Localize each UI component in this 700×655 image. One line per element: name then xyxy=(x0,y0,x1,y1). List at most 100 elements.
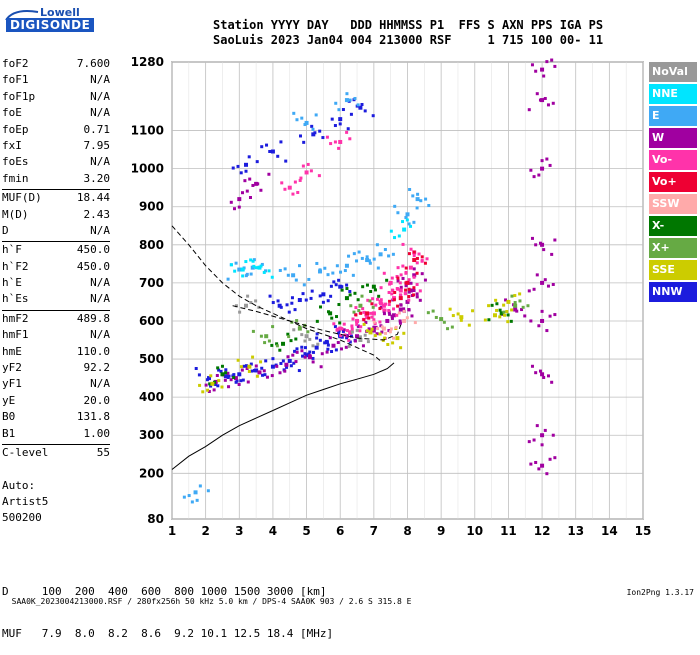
data-pixel xyxy=(278,348,282,352)
data-pixel xyxy=(401,264,405,268)
data-point-x- xyxy=(264,334,269,339)
data-pixel xyxy=(292,361,296,365)
data-point-nnw xyxy=(270,364,275,369)
param-row: foEp 0.71 xyxy=(2,123,110,139)
data-pixel xyxy=(345,287,349,291)
dashed-trace-curve xyxy=(171,225,381,362)
data-pixel xyxy=(363,109,367,113)
data-pixel xyxy=(247,369,251,373)
data-pixel xyxy=(294,337,298,341)
data-pixel xyxy=(345,130,349,134)
data-pixel xyxy=(396,276,400,280)
data-point-nnw xyxy=(207,376,212,381)
data-pixel xyxy=(357,325,361,329)
data-pixel xyxy=(402,307,406,311)
param-row: MUF(D) 18.44 xyxy=(2,191,110,207)
data-pixel xyxy=(261,373,265,377)
data-pixel xyxy=(420,258,424,262)
data-pixel xyxy=(396,304,400,308)
data-pixel xyxy=(227,385,231,389)
data-pixel xyxy=(344,345,348,349)
data-pixel xyxy=(551,282,555,286)
data-pixel xyxy=(336,341,340,345)
data-pixel xyxy=(404,266,408,270)
data-pixel xyxy=(407,298,411,302)
data-pixel xyxy=(279,140,283,144)
data-pixel xyxy=(307,277,311,281)
muf-distance-row: D 100 200 400 600 800 1000 1500 3000 [km… xyxy=(2,585,327,598)
data-pixel xyxy=(359,311,363,315)
data-pixel xyxy=(311,350,315,354)
y-tick-label: 80 xyxy=(147,512,164,526)
data-pixel xyxy=(291,353,295,357)
param-name: foF1 xyxy=(2,73,29,87)
data-pixel xyxy=(311,127,315,131)
data-pixel xyxy=(542,375,546,379)
data-pixel xyxy=(540,443,544,447)
data-pixel xyxy=(356,103,360,107)
data-pixel xyxy=(281,359,285,363)
data-pixel xyxy=(351,273,355,277)
data-pixel xyxy=(353,291,357,295)
data-pixel xyxy=(226,371,230,375)
data-pixel xyxy=(518,292,522,296)
data-pixel xyxy=(263,373,267,377)
data-pixel xyxy=(280,181,284,185)
data-pixel xyxy=(298,325,302,329)
legend-item-sse: SSE xyxy=(649,260,697,280)
data-pixel xyxy=(316,342,320,346)
data-pixel xyxy=(268,149,272,153)
data-point-e xyxy=(193,490,198,495)
data-pixel xyxy=(530,63,534,67)
data-pixel xyxy=(265,143,269,147)
legend-item-ssw: SSW xyxy=(649,194,697,214)
data-pixel xyxy=(309,169,313,173)
data-pixel xyxy=(255,160,259,164)
data-pixel xyxy=(371,297,375,301)
data-pixel xyxy=(398,321,402,325)
param-row: foE N/A xyxy=(2,106,110,122)
data-point-w xyxy=(408,288,413,293)
data-pixel xyxy=(224,368,228,372)
data-pixel xyxy=(374,303,378,307)
data-pixel xyxy=(407,278,411,282)
data-pixel xyxy=(407,295,411,299)
data-point-vo- xyxy=(408,265,413,270)
x-tick-label: 14 xyxy=(601,524,618,538)
data-pixel xyxy=(259,264,263,268)
data-pixel xyxy=(198,484,202,488)
data-pixel xyxy=(283,267,287,271)
data-pixel xyxy=(289,339,293,343)
data-pixel xyxy=(550,58,554,62)
data-pixel xyxy=(248,196,252,199)
data-pixel xyxy=(409,281,413,285)
data-pixel xyxy=(404,216,408,220)
data-pixel xyxy=(330,117,334,121)
data-pixel xyxy=(390,316,394,320)
data-pixel xyxy=(510,308,514,312)
param-value: N/A xyxy=(90,73,110,87)
param-name: D xyxy=(2,223,9,237)
data-pixel xyxy=(391,252,395,256)
data-point-nnw xyxy=(244,162,249,167)
data-pixel xyxy=(232,375,236,379)
data-pixel xyxy=(243,179,247,183)
param-value: N/A xyxy=(90,155,110,169)
data-pixel xyxy=(302,283,306,287)
data-pixel xyxy=(416,192,420,196)
data-pixel xyxy=(373,288,377,292)
data-pixel xyxy=(237,382,241,386)
data-pixel xyxy=(397,311,401,315)
header-line2: SaoLuis 2023 Jan04 004 213000 RSF 1 715 … xyxy=(213,33,604,47)
data-pixel xyxy=(451,314,455,318)
data-pixel xyxy=(259,188,263,192)
polarization-legend: NoVal NNE E W Vo- Vo+ SSW X- X+ SSE NNW xyxy=(649,62,697,304)
data-pixel xyxy=(340,327,344,331)
data-point-nnw xyxy=(304,353,309,358)
data-pixel xyxy=(334,101,338,105)
data-pixel xyxy=(216,384,220,388)
auto-code: 500200 xyxy=(2,511,42,524)
data-pixel xyxy=(550,252,554,256)
param-row: h`F2 450.0 xyxy=(2,260,110,276)
data-pixel xyxy=(415,282,419,286)
